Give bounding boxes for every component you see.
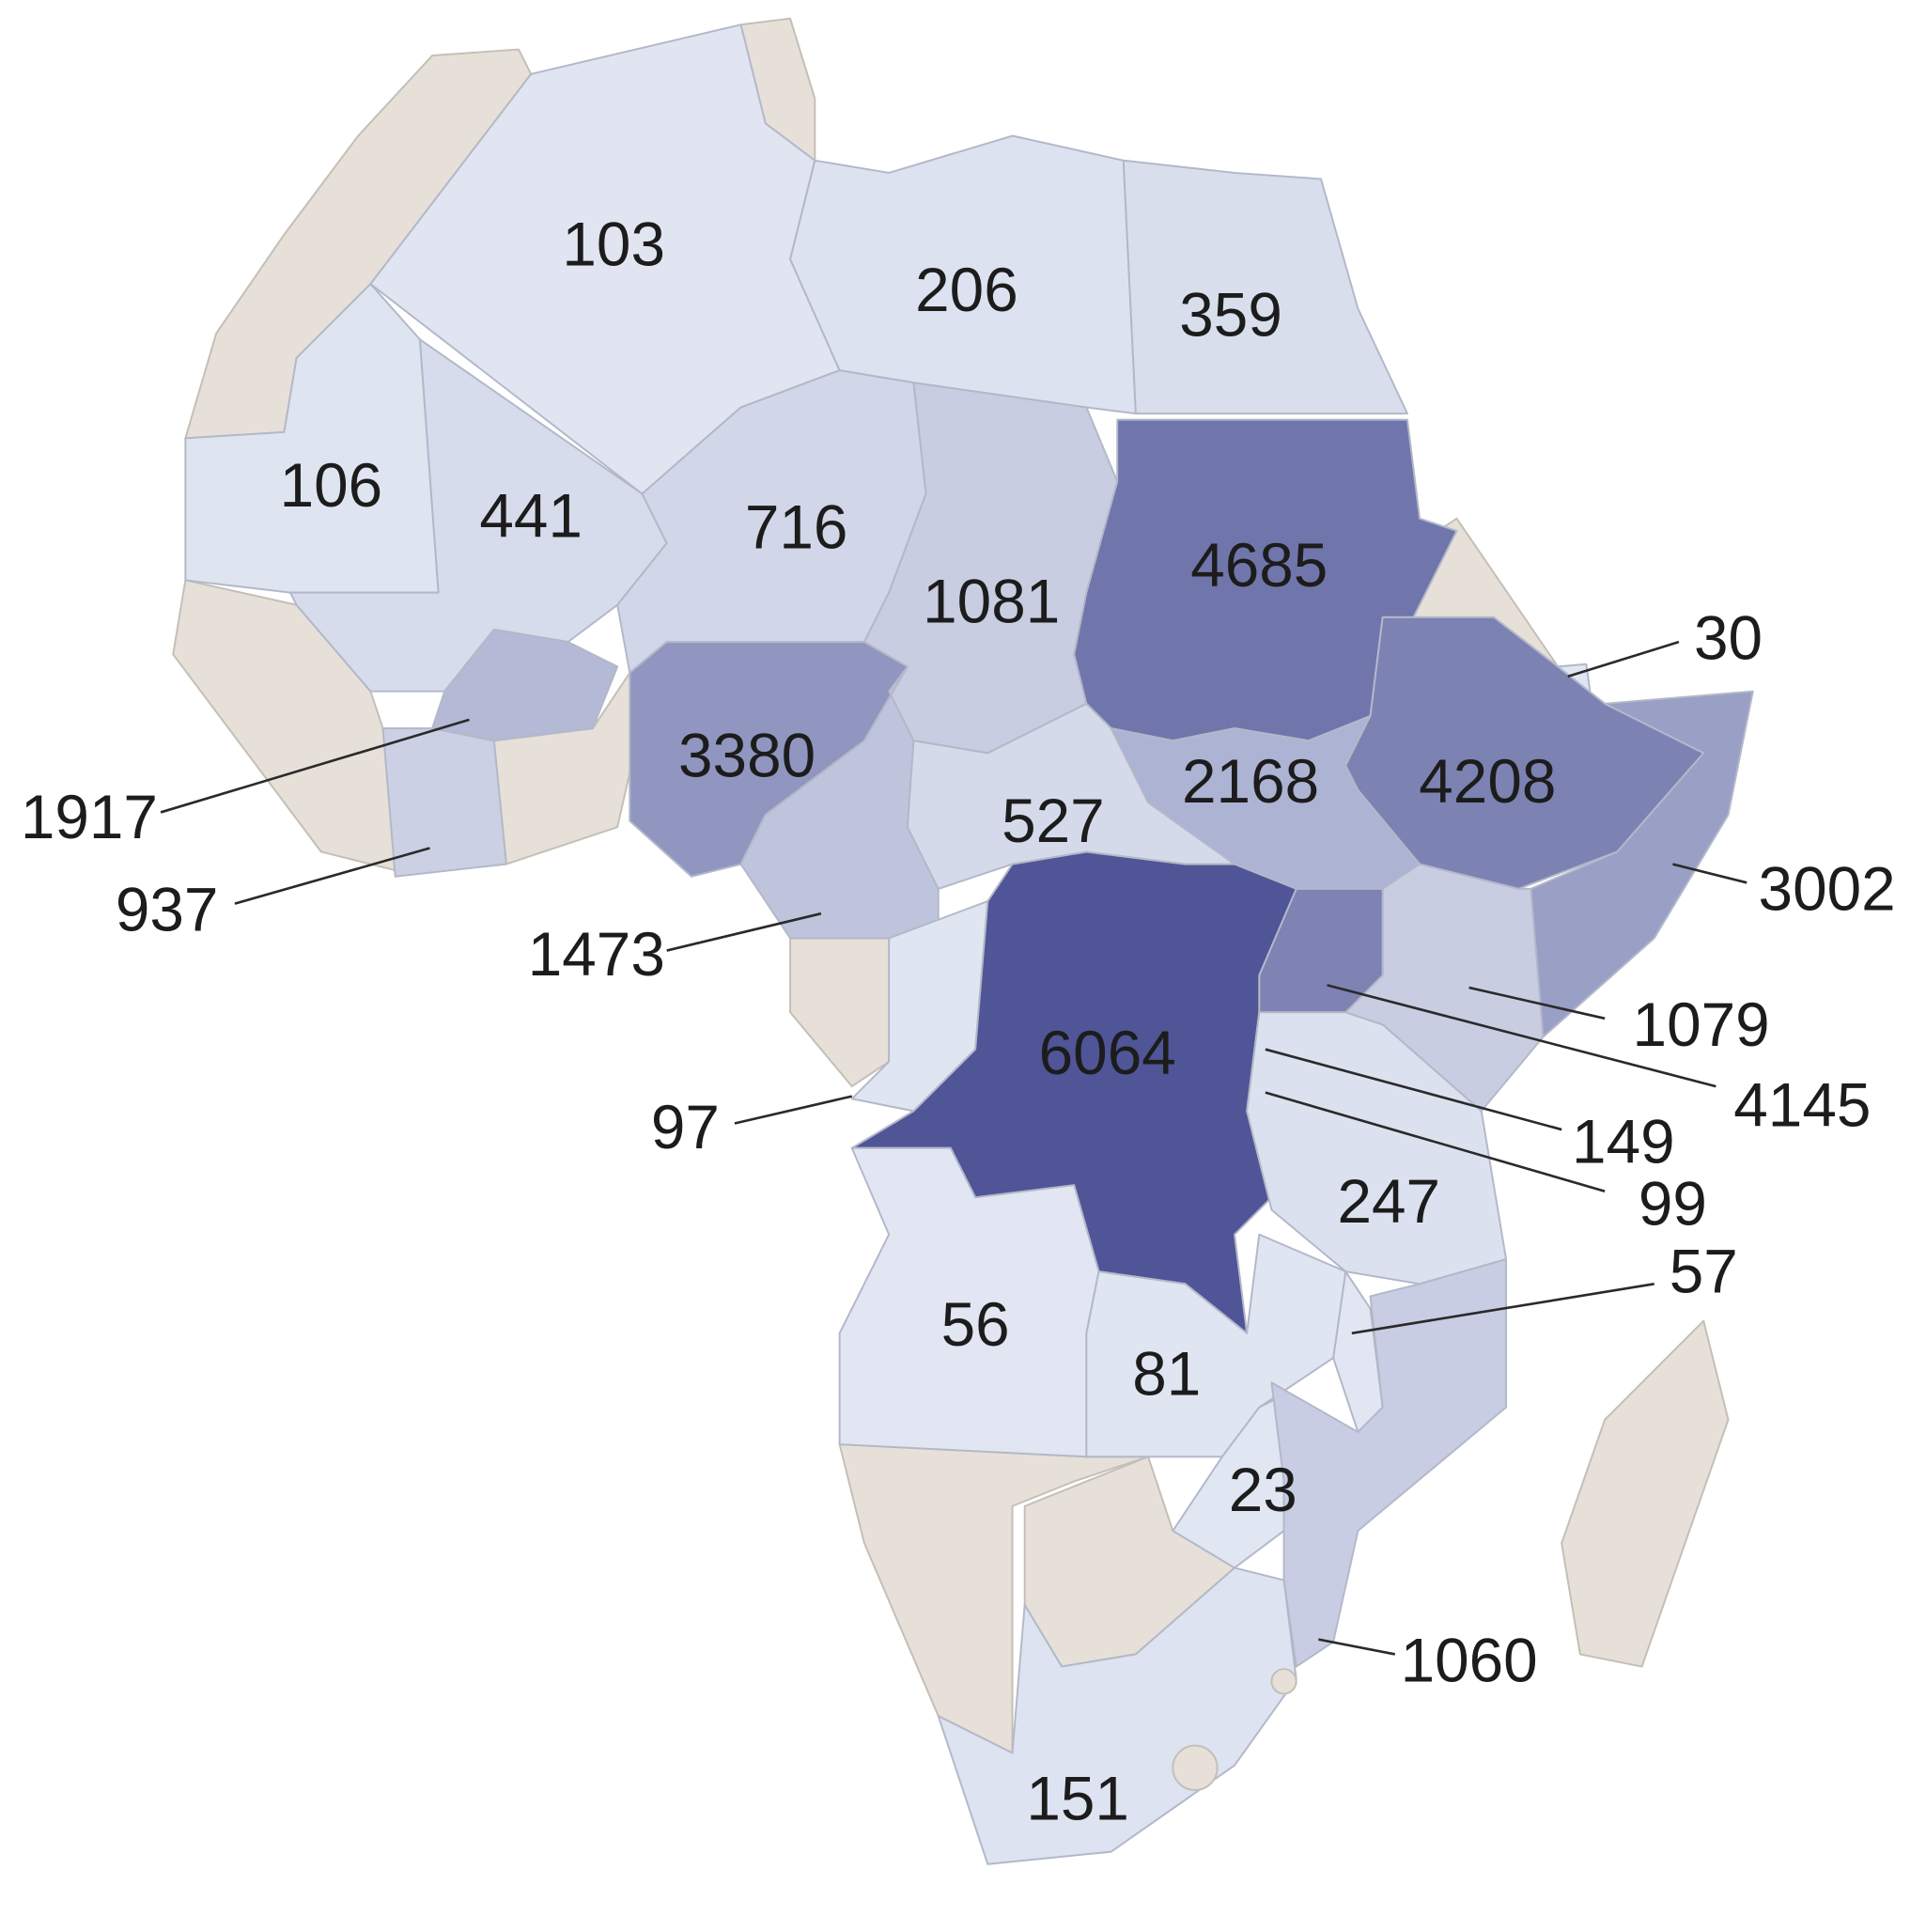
value-label: 30 — [1694, 604, 1763, 673]
eswatini — [1270, 1668, 1297, 1695]
value-label: 106 — [280, 451, 383, 520]
leader-line — [1468, 986, 1606, 1021]
value-label: 359 — [1179, 281, 1282, 350]
lesotho — [1172, 1744, 1219, 1791]
value-label: 99 — [1639, 1169, 1707, 1238]
small-others — [1172, 1668, 1297, 1791]
value-label: 247 — [1337, 1167, 1440, 1236]
value-label: 527 — [1002, 787, 1105, 855]
value-label: 2168 — [1182, 747, 1319, 816]
value-label: 97 — [651, 1093, 720, 1161]
value-label: 3002 — [1759, 854, 1896, 923]
madagascar — [1561, 1319, 1730, 1668]
leader-line — [160, 718, 470, 814]
country — [1085, 1233, 1347, 1458]
leader-line — [1327, 984, 1716, 1088]
value-label: 1917 — [21, 783, 158, 851]
value-label: 6064 — [1039, 1019, 1176, 1087]
value-label: 23 — [1229, 1456, 1297, 1524]
country — [789, 134, 1137, 415]
gabon-region — [789, 937, 891, 1088]
non-data-countries — [172, 17, 1730, 1754]
leader-line — [1265, 1048, 1562, 1131]
value-label: 441 — [479, 482, 582, 551]
value-label: 57 — [1670, 1238, 1738, 1306]
value-label: 3380 — [678, 722, 815, 790]
leader-line — [1351, 1282, 1654, 1335]
value-label: 103 — [562, 210, 665, 279]
value-label: 4685 — [1190, 531, 1328, 600]
value-label: 56 — [941, 1290, 1010, 1359]
leader-line — [234, 847, 430, 905]
leader-line — [734, 1095, 853, 1125]
value-label: 4208 — [1419, 747, 1556, 816]
value-label: 716 — [745, 492, 848, 561]
country — [1270, 1258, 1508, 1668]
value-label: 149 — [1572, 1108, 1675, 1176]
value-label: 1079 — [1633, 990, 1770, 1059]
value-label: 1473 — [528, 920, 665, 989]
leader-line — [1567, 640, 1680, 678]
leader-line — [1318, 1638, 1396, 1656]
labels: 103 206 359 106 441 716 1081 4685 30 1917 937 3380 1… — [21, 210, 1896, 1833]
leader-line — [1265, 1091, 1606, 1193]
value-label: 1081 — [923, 567, 1060, 635]
country — [1122, 159, 1408, 415]
country — [381, 727, 507, 878]
value-label: 206 — [915, 256, 1018, 324]
leader-line — [666, 911, 822, 952]
value-label: 937 — [116, 876, 219, 944]
value-label: 81 — [1132, 1340, 1201, 1409]
value-label: 4145 — [1733, 1070, 1871, 1139]
value-label: 151 — [1026, 1765, 1129, 1833]
data-countries — [184, 23, 1754, 1865]
value-label: 1060 — [1401, 1626, 1538, 1694]
leader-line — [1672, 863, 1747, 884]
country — [937, 1566, 1297, 1865]
